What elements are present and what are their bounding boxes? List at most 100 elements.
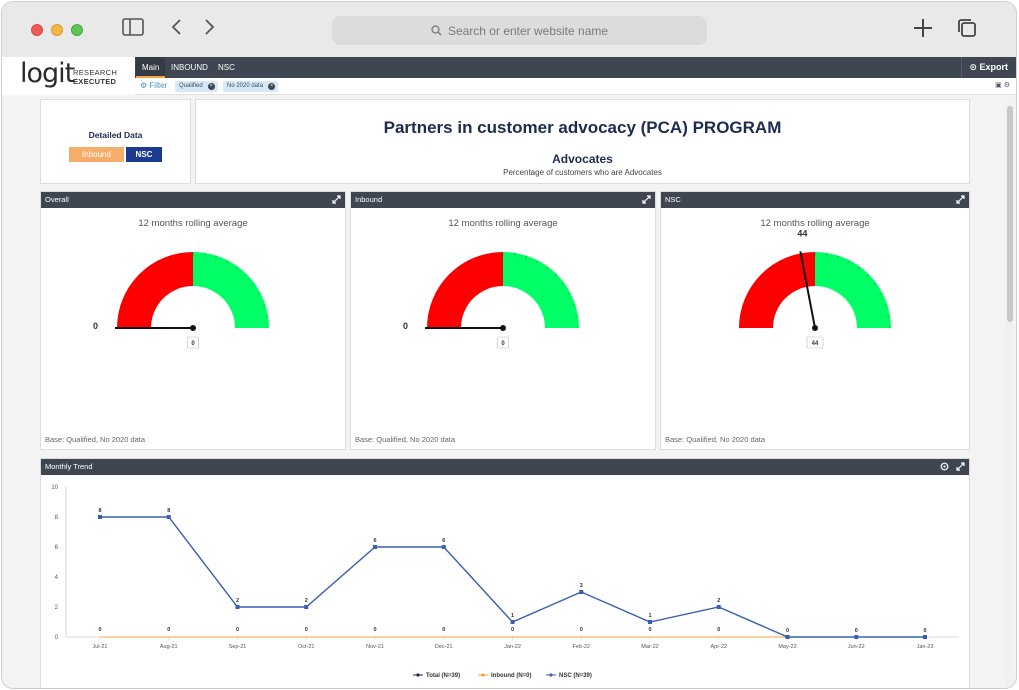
scrollbar-thumb[interactable] — [1007, 106, 1013, 322]
panel-subtitle: 12 months rolling average — [448, 218, 558, 229]
expand-icon[interactable] — [956, 195, 965, 204]
panel-nsc: NSC 12 months rolling average 44 44 Base:… — [660, 191, 970, 450]
sidebar-toggle-icon[interactable] — [120, 18, 146, 42]
gauge-tick — [261, 304, 266, 307]
expand-icon[interactable] — [642, 195, 651, 204]
tab-nsc[interactable]: NSC — [218, 63, 235, 72]
page-scrollbar[interactable] — [1006, 102, 1014, 688]
gauge-tick — [739, 315, 744, 318]
gauge-tooltip — [497, 336, 509, 349]
filter-chip-no-2020[interactable]: No 2020 data × — [223, 81, 279, 92]
close-icon[interactable]: × — [268, 83, 276, 90]
gauge-tooltip — [187, 336, 199, 349]
tab-main[interactable]: Main — [136, 57, 166, 78]
settings-icon[interactable] — [940, 462, 949, 471]
browser-toolbar: Search or enter website name — [2, 2, 1016, 57]
nsc-button[interactable]: NSC — [126, 147, 162, 162]
back-icon[interactable] — [164, 18, 190, 42]
filter-chip-qualified[interactable]: Qualified × — [175, 81, 218, 92]
logo[interactable]: logit RESEARCH EXECUTED — [2, 57, 134, 95]
series-point — [166, 515, 171, 519]
monthly-trend-panel: Monthly Trend 0 2 4 6 8 10 Jul-21 Aug-21 Sep-21 O… — [40, 458, 970, 688]
zero-data-label: 0 — [442, 627, 445, 633]
legend-marker — [481, 673, 485, 677]
close-icon[interactable]: × — [207, 83, 215, 90]
x-tick-label: Oct-21 — [298, 644, 315, 650]
gauge-svg: 44 44 — [739, 228, 891, 349]
gauge-tick — [479, 255, 482, 260]
x-tick-label: Apr-22 — [710, 644, 727, 650]
gauge-tick — [535, 260, 538, 264]
gauge-tick — [879, 293, 883, 296]
inbound-button[interactable]: Inbound — [69, 147, 124, 162]
logo-tagline-1: RESEARCH — [73, 68, 118, 77]
gauge-tick — [120, 304, 125, 307]
panel-base-note: Base: Qualified, No 2020 data — [45, 435, 146, 444]
gauge-tooltip — [806, 336, 824, 349]
gauge-tick — [553, 274, 557, 278]
gauge-tick — [761, 274, 765, 278]
gauge-tick — [449, 274, 453, 278]
series-point — [510, 620, 515, 624]
gauge-tick — [180, 252, 183, 257]
gauge-tick — [883, 304, 888, 307]
maximize-window-button[interactable] — [71, 24, 83, 36]
filter-label: Filter — [149, 81, 168, 90]
gauge-tick — [427, 315, 432, 318]
filter-button[interactable]: ⚙ Filter — [140, 81, 167, 90]
x-tick-label: Feb-22 — [573, 644, 590, 650]
series-point — [304, 605, 309, 609]
address-bar[interactable]: Search or enter website name — [332, 16, 707, 45]
program-subtitle: Advocates — [552, 152, 613, 166]
gauge-tooltip-label: 0 — [191, 341, 195, 347]
save-icon[interactable]: ▣ — [995, 82, 1002, 89]
x-tick-label: Jul-21 — [93, 644, 108, 650]
close-window-button[interactable] — [31, 24, 43, 36]
data-label: 1 — [511, 613, 514, 619]
tab-inbound[interactable]: INBOUND — [171, 63, 208, 72]
gauge-tick — [468, 260, 471, 264]
panel-header: Inbound — [351, 192, 655, 208]
logo-wordmark: logit — [20, 58, 75, 89]
tabs-overview-icon[interactable] — [954, 18, 980, 42]
data-label: 6 — [373, 538, 376, 544]
series-point — [441, 545, 446, 549]
y-tick-label: 6 — [55, 545, 59, 551]
minimize-window-button[interactable] — [51, 24, 63, 36]
gauge-tick — [458, 266, 461, 270]
expand-icon[interactable] — [956, 462, 965, 471]
panel-subtitle: 12 months rolling average — [760, 218, 870, 229]
gauge-pivot — [500, 325, 506, 331]
panel-header: NSC — [661, 192, 969, 208]
gauge-tick — [574, 315, 579, 318]
panel-header: Overall — [41, 192, 345, 208]
gauge-value-label: 0 — [93, 321, 98, 331]
gauge-svg: 00 — [403, 252, 579, 349]
address-placeholder: Search or enter website name — [447, 23, 609, 38]
x-tick-label: Aug-21 — [160, 644, 178, 650]
zero-data-label: 0 — [98, 627, 101, 633]
expand-icon[interactable] — [332, 195, 341, 204]
gauge-tick — [148, 266, 151, 270]
series-point — [716, 605, 721, 609]
gauge-tick — [873, 283, 877, 286]
gauge-tick — [747, 293, 751, 296]
legend-label: Inbound (N=0) — [491, 673, 532, 679]
forward-icon[interactable] — [196, 18, 222, 42]
data-label: 8 — [167, 508, 170, 514]
gauge-tick — [742, 304, 747, 307]
gauge-tick — [545, 266, 548, 270]
filter-bar: ⚙ Filter Qualified × No 2020 data × ▣ ⚙ — [135, 78, 1016, 95]
settings-icon[interactable]: ⚙ — [1003, 82, 1010, 89]
new-tab-icon[interactable] — [910, 18, 936, 42]
legend-marker — [416, 673, 420, 677]
gauge-tick — [435, 293, 439, 296]
panel-base-note: Base: Qualified, No 2020 data — [355, 435, 456, 444]
dashboard-content: Detailed Data Inbound NSC Partners in cu… — [2, 95, 1006, 688]
legend-label: NSC (N=39) — [559, 673, 592, 679]
export-button[interactable]: ⊙ Export — [961, 57, 1008, 78]
gauge-tick — [264, 315, 269, 318]
